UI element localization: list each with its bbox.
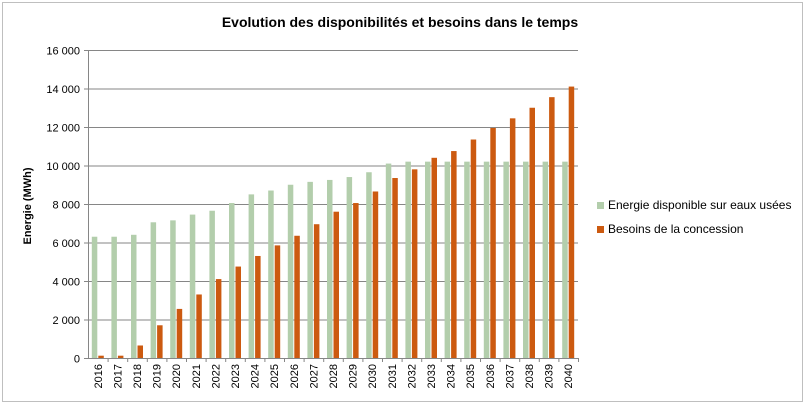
bar-energie-disponible — [307, 181, 313, 358]
x-tick-label: 2030 — [367, 364, 379, 388]
bar-energie-disponible — [268, 190, 274, 358]
bar-energie-disponible — [523, 161, 529, 358]
bar-energie-disponible — [91, 236, 98, 358]
x-tick-label: 2034 — [446, 364, 458, 388]
x-tick-label: 2017 — [112, 364, 124, 388]
bar-besoins — [353, 203, 359, 358]
bar-besoins — [294, 235, 300, 358]
bar-energie-disponible — [131, 234, 137, 358]
bar-besoins — [196, 294, 202, 358]
x-tick-label: 2031 — [387, 364, 399, 388]
x-tick-label: 2020 — [171, 364, 183, 388]
x-tick-label: 2029 — [348, 364, 360, 388]
bar-besoins — [529, 107, 535, 358]
bar-besoins — [333, 211, 339, 358]
legend-swatch — [597, 226, 604, 233]
bar-energie-disponible — [385, 163, 392, 358]
x-tick-label: 2021 — [191, 364, 203, 388]
bar-besoins — [451, 151, 457, 358]
y-tick-label: 2 000 — [52, 315, 80, 327]
legend-label: Besoins de la concession — [608, 222, 743, 236]
bar-besoins — [98, 355, 104, 358]
bars — [91, 86, 575, 359]
legend-label: Energie disponible sur eaux usées — [608, 198, 791, 212]
x-tick-label: 2018 — [132, 364, 144, 388]
y-tick-label: 0 — [74, 354, 80, 366]
bar-energie-disponible — [562, 161, 568, 358]
y-tick-label: 8 000 — [52, 200, 80, 212]
bar-besoins — [490, 127, 496, 359]
bar-energie-disponible — [483, 161, 490, 358]
bar-besoins — [509, 118, 516, 359]
x-tick-label: 2026 — [289, 364, 301, 388]
x-tick-label: 2024 — [250, 364, 262, 388]
bar-energie-disponible — [287, 184, 294, 358]
bar-besoins — [470, 139, 477, 358]
y-tick-label: 6 000 — [52, 238, 80, 250]
y-tick-label: 16 000 — [46, 46, 80, 58]
y-axis-ticks: 0 2 000 4 000 6 000 8 000 10 000 12 000 14 000 1… — [46, 46, 88, 366]
x-tick-label: 2040 — [563, 364, 575, 388]
bar-besoins — [255, 255, 261, 358]
x-tick-label: 2037 — [504, 364, 516, 388]
x-tick-label: 2019 — [152, 364, 164, 388]
bar-energie-disponible — [327, 179, 333, 358]
bar-besoins — [215, 279, 222, 358]
x-tick-label: 2028 — [328, 364, 340, 388]
x-tick-label: 2016 — [93, 364, 105, 388]
bar-energie-disponible — [189, 214, 196, 358]
bar-besoins — [411, 169, 418, 358]
bar-energie-disponible — [464, 161, 470, 358]
bar-energie-disponible — [229, 203, 235, 358]
bar-energie-disponible — [248, 194, 255, 358]
bar-energie-disponible — [366, 172, 372, 358]
bar-besoins — [235, 266, 241, 358]
bar-energie-disponible — [346, 177, 353, 358]
x-axis-ticks: 2016 2017 2018 2019 2020 2021 2022 2023 2024 2025… — [93, 358, 579, 388]
bar-energie-disponible — [405, 161, 411, 358]
x-tick-label: 2032 — [406, 364, 418, 388]
y-axis-label: Energie (MWh) — [22, 167, 34, 244]
bar-energie-disponible — [503, 161, 509, 358]
bar-besoins — [549, 97, 555, 358]
bar-energie-disponible — [425, 161, 431, 358]
legend-swatch — [597, 202, 604, 209]
bar-energie-disponible — [444, 161, 451, 358]
bar-besoins — [568, 86, 575, 358]
x-tick-label: 2038 — [524, 364, 536, 388]
x-tick-label: 2039 — [544, 364, 556, 388]
bar-besoins — [392, 178, 398, 358]
x-tick-label: 2023 — [230, 364, 242, 388]
x-tick-label: 2036 — [485, 364, 497, 388]
bar-besoins — [313, 224, 320, 358]
y-tick-label: 12 000 — [46, 123, 80, 135]
bar-besoins — [431, 157, 437, 358]
bar-besoins — [274, 245, 281, 358]
bar-besoins — [137, 345, 143, 358]
bar-energie-disponible — [209, 210, 215, 358]
bar-besoins — [157, 325, 163, 358]
legend: Energie disponible sur eaux usées Besoins… — [597, 198, 791, 236]
x-tick-label: 2022 — [210, 364, 222, 388]
bar-energie-disponible — [170, 220, 176, 358]
x-tick-label: 2033 — [426, 364, 438, 388]
bar-energie-disponible — [150, 222, 157, 358]
x-tick-label: 2025 — [269, 364, 281, 388]
bar-energie-disponible — [111, 236, 117, 358]
bar-besoins — [117, 355, 124, 358]
y-tick-label: 4 000 — [52, 277, 80, 289]
bar-besoins — [176, 308, 183, 358]
y-tick-label: 14 000 — [46, 84, 80, 96]
y-tick-label: 10 000 — [46, 161, 80, 173]
x-tick-label: 2027 — [308, 364, 320, 388]
bar-energie-disponible — [542, 161, 549, 358]
gridlines — [88, 50, 578, 321]
chart-title: Evolution des disponibilités et besoins … — [222, 14, 579, 30]
bar-besoins — [372, 191, 379, 358]
x-tick-label: 2035 — [465, 364, 477, 388]
